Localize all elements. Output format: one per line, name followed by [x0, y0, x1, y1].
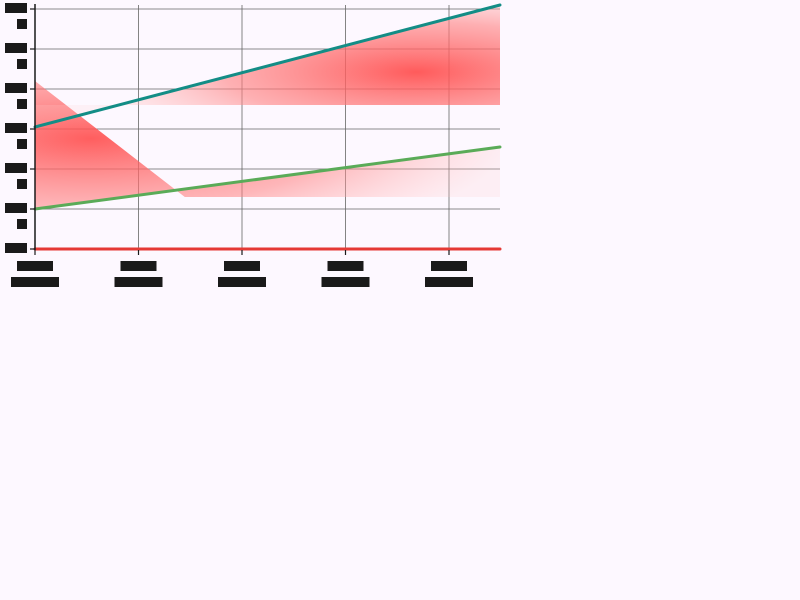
y-tick-label-4-line-2 [17, 179, 27, 189]
y-tick-label-0-line-1 [5, 3, 27, 13]
x-tick-label-0-line-2 [11, 277, 59, 287]
x-tick-label-3-line-1 [327, 261, 364, 271]
y-tick-label-0 [5, 3, 27, 29]
y-tick-label-6-line-1 [5, 243, 27, 253]
y-tick-label-6 [5, 243, 27, 253]
x-tick-label-1 [114, 261, 163, 287]
y-tick-label-5 [5, 203, 27, 229]
x-tick-label-2 [218, 261, 266, 287]
tick-labels [5, 3, 473, 287]
x-tick-label-2-line-2 [218, 277, 266, 287]
y-tick-label-5-line-1 [5, 203, 27, 213]
x-tick-label-4 [425, 261, 473, 287]
shaded-region-1 [35, 81, 500, 209]
y-tick-label-4 [5, 163, 27, 189]
y-tick-label-5-line-2 [17, 219, 27, 229]
x-tick-label-4-line-1 [431, 261, 467, 271]
x-tick-label-1-line-2 [114, 277, 163, 287]
y-tick-label-1-line-2 [17, 59, 27, 69]
series-line-2 [33, 145, 502, 211]
y-tick-label-4-line-1 [5, 163, 27, 173]
y-tick-label-0-line-2 [17, 19, 27, 29]
x-tick-label-3-line-2 [321, 277, 370, 287]
series-line-1 [33, 3, 502, 129]
y-tick-label-3-line-1 [5, 123, 27, 133]
y-tick-label-3 [5, 123, 27, 149]
x-tick-label-1-line-1 [120, 261, 157, 271]
y-tick-label-2-line-2 [17, 99, 27, 109]
x-tick-label-2-line-1 [224, 261, 260, 271]
x-tick-label-0 [11, 261, 59, 287]
y-tick-label-2-line-1 [5, 83, 27, 93]
y-tick-label-1-line-1 [5, 43, 27, 53]
y-tick-label-2 [5, 83, 27, 109]
x-tick-label-4-line-2 [425, 277, 473, 287]
series-lines [33, 3, 502, 251]
y-tick-label-3-line-2 [17, 139, 27, 149]
x-tick-label-0-line-1 [17, 261, 53, 271]
x-tick-label-3 [321, 261, 370, 287]
tick-marks [30, 8, 450, 255]
y-tick-label-1 [5, 43, 27, 69]
